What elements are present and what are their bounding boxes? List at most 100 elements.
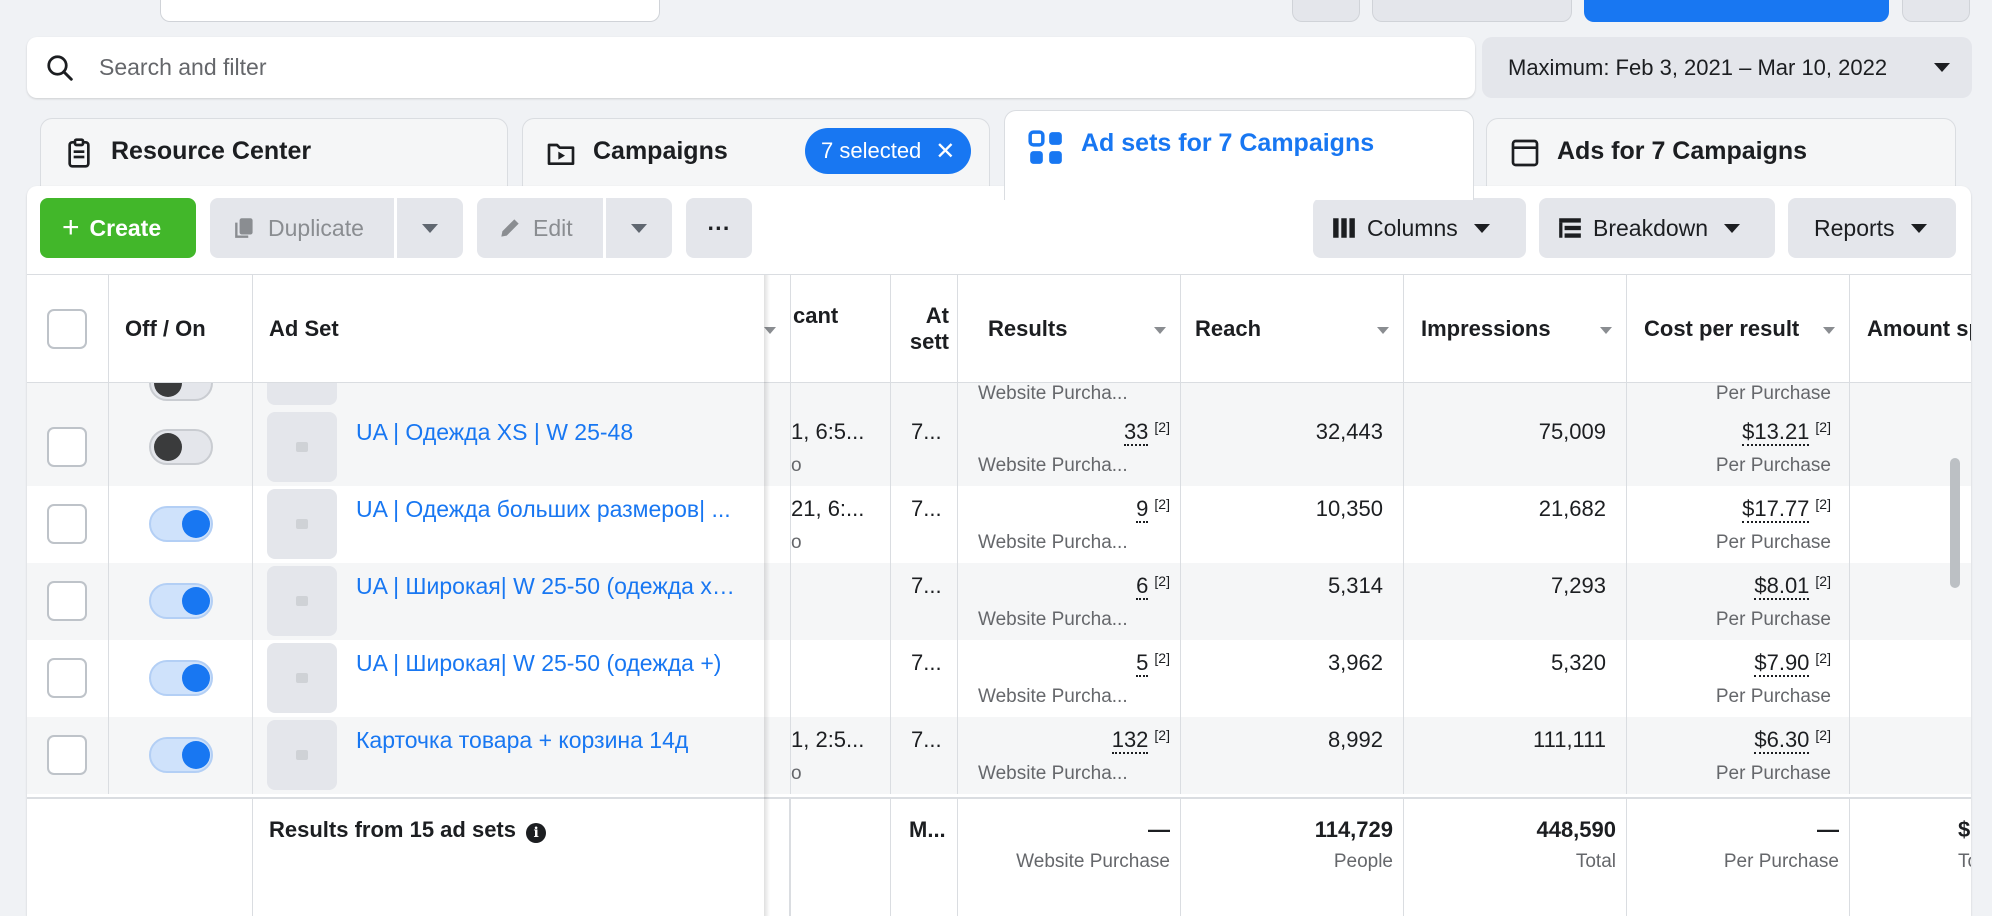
top-partial-field[interactable] — [160, 0, 660, 22]
row-checkbox[interactable] — [47, 735, 87, 775]
clipped-cell: 1, 2:5... — [791, 727, 865, 752]
totals-label: Results from 15 ad sets i — [269, 817, 547, 843]
select-all-checkbox[interactable] — [47, 309, 87, 349]
totals-amount: $2, — [1958, 817, 1971, 842]
cost-per-result-value[interactable]: $8.01 [2] — [1754, 573, 1831, 600]
top-partial-button[interactable] — [1902, 0, 1970, 22]
ad-set-name-link[interactable]: UA | Одежда больших размеров| ... — [356, 496, 731, 522]
column-header-cost-per-result[interactable]: Cost per result — [1627, 275, 1850, 383]
create-label: Create — [89, 214, 162, 241]
search-icon — [47, 54, 73, 81]
totals-amount-sub: Tot — [1958, 851, 1971, 872]
sort-caret-icon — [764, 327, 776, 334]
clipped-cell: 21, 6:... — [791, 496, 865, 521]
on-off-toggle[interactable] — [149, 583, 213, 619]
row-checkbox[interactable] — [47, 427, 87, 467]
info-icon[interactable]: i — [526, 823, 547, 843]
column-header-clipped[interactable]: At sett — [891, 275, 958, 383]
ad-set-thumbnail — [267, 643, 337, 713]
results-value[interactable]: 132 [2] — [1111, 727, 1170, 754]
top-partial-button[interactable] — [1292, 0, 1360, 22]
table-row[interactable]: Website Purcha... Per Purchase — [27, 383, 1971, 409]
row-checkbox[interactable] — [47, 504, 87, 544]
edit-dropdown-button[interactable] — [606, 198, 672, 258]
impressions-value: 111,111 — [1533, 727, 1606, 752]
impressions-value: 7,293 — [1550, 573, 1606, 598]
more-button[interactable]: ··· — [686, 198, 752, 258]
breakdown-label: Breakdown — [1593, 214, 1709, 241]
table-row[interactable]: UA | Широкая| W 25-50 (одежда +) 7... 5[… — [27, 640, 1971, 717]
on-off-toggle[interactable] — [149, 506, 213, 542]
reach-value: 3,962 — [1327, 650, 1383, 675]
row-checkbox[interactable] — [47, 658, 87, 698]
clipped-cell: 7... — [911, 496, 942, 521]
results-sub: Website Purcha... — [978, 455, 1128, 476]
column-header-impressions[interactable]: Impressions — [1404, 275, 1627, 383]
results-value[interactable]: 5 [2] — [1136, 650, 1170, 677]
close-icon[interactable]: ✕ — [935, 137, 956, 165]
results-sub: Website Purcha... — [978, 532, 1128, 553]
column-header-clipped[interactable]: cant — [791, 275, 891, 383]
on-off-toggle[interactable] — [149, 660, 213, 696]
columns-button[interactable]: Columns — [1313, 198, 1526, 258]
ad-set-name-link[interactable]: UA | Широкая| W 25-50 (одежда +) — [356, 650, 722, 676]
column-header-reach[interactable]: Reach — [1181, 275, 1404, 383]
create-button[interactable]: + Create — [40, 198, 196, 258]
ad-set-name-link[interactable]: Карточка товара + корзина 14д — [356, 727, 689, 753]
column-header-label: Amount spe — [1867, 315, 1971, 341]
ad-set-name-link[interactable]: UA | Одежда XS | W 25-48 — [356, 419, 634, 445]
vertical-scrollbar[interactable] — [1950, 458, 1960, 588]
top-strip — [0, 0, 1992, 22]
tab-resource-center[interactable]: Resource Center — [40, 118, 508, 198]
cost-per-result-value[interactable]: $13.21 [2] — [1742, 419, 1831, 446]
reach-value: 8,992 — [1327, 727, 1383, 752]
table-row[interactable]: UA | Одежда XS | W 25-48 1, 6:5... o 7..… — [27, 409, 1971, 486]
reports-label: Reports — [1814, 214, 1895, 241]
ad-set-thumbnail — [267, 566, 337, 636]
top-partial-button[interactable] — [1372, 0, 1572, 22]
totals-results-sub: Website Purchase — [1016, 851, 1170, 872]
table-row[interactable]: Карточка товара + корзина 14д 1, 2:5... … — [27, 717, 1971, 794]
on-off-toggle[interactable] — [149, 737, 213, 773]
toggle[interactable] — [149, 383, 213, 401]
on-off-toggle[interactable] — [149, 429, 213, 465]
column-header-off-on[interactable]: Off / On — [109, 275, 253, 383]
selected-chip[interactable]: 7 selected ✕ — [805, 128, 972, 174]
results-value[interactable]: 33 [2] — [1123, 419, 1170, 446]
row-checkbox[interactable] — [47, 581, 87, 621]
results-value[interactable]: 9 [2] — [1136, 496, 1170, 523]
caret-down-icon — [1910, 223, 1927, 233]
tab-ads[interactable]: Ads for 7 Campaigns — [1486, 118, 1956, 198]
table-row[interactable]: UA | Широкая| W 25-50 (одежда xs... 7...… — [27, 563, 1971, 640]
tab-ad-sets[interactable]: Ad sets for 7 Campaigns — [1004, 110, 1474, 200]
window-icon — [1511, 139, 1539, 167]
column-header-label: Results — [988, 315, 1068, 341]
column-header-label: Impressions — [1421, 315, 1551, 341]
duplicate-icon — [235, 218, 253, 238]
column-header-label: At — [925, 303, 949, 328]
cost-per-result-value[interactable]: $6.30 [2] — [1754, 727, 1831, 754]
duplicate-button[interactable]: Duplicate — [210, 198, 394, 258]
table-row[interactable]: UA | Одежда больших размеров| ... 21, 6:… — [27, 486, 1971, 563]
toggle-knob — [182, 664, 210, 692]
search-input[interactable] — [99, 54, 1399, 81]
edit-button[interactable]: Edit — [477, 198, 603, 258]
ad-set-name-link[interactable]: UA | Широкая| W 25-50 (одежда xs... — [356, 573, 741, 599]
results-value[interactable]: 6 [2] — [1136, 573, 1170, 600]
column-header-amount-spent[interactable]: Amount spe — [1850, 275, 1971, 383]
tab-label: Resource Center — [111, 137, 312, 165]
edit-label: Edit — [533, 214, 573, 241]
reports-button[interactable]: Reports — [1788, 198, 1956, 258]
results-sub: Website Purcha... — [978, 686, 1128, 707]
column-header-label: cant — [793, 303, 839, 328]
top-partial-primary-button[interactable] — [1584, 0, 1889, 22]
cost-per-result-value[interactable]: $7.90 [2] — [1754, 650, 1831, 677]
column-header-results[interactable]: Results — [958, 275, 1181, 383]
duplicate-dropdown-button[interactable] — [397, 198, 463, 258]
totals-reach-sub: People — [1333, 851, 1393, 872]
breakdown-button[interactable]: Breakdown — [1539, 198, 1775, 258]
cost-per-result-value[interactable]: $17.77 [2] — [1742, 496, 1831, 523]
column-header-ad-set[interactable]: Ad Set — [253, 275, 791, 383]
clipped-cell: 7... — [911, 650, 942, 675]
date-range-button[interactable]: Maximum: Feb 3, 2021 – Mar 10, 2022 — [1482, 37, 1972, 98]
